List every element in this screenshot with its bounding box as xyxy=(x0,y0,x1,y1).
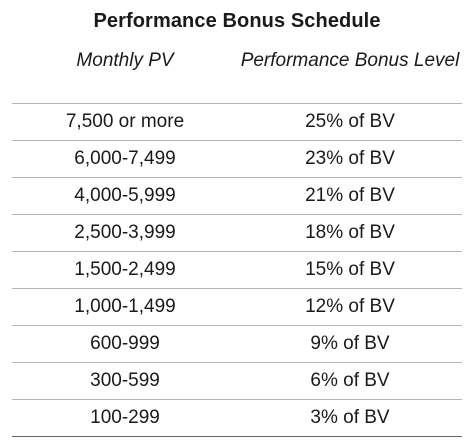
table-row: 2,500-3,999 18% of BV xyxy=(12,215,462,252)
bonus-level-cell: 21% of BV xyxy=(305,185,395,206)
table-row: 300-599 6% of BV xyxy=(12,363,462,400)
monthly-pv-cell: 100-299 xyxy=(90,407,160,428)
monthly-pv-cell: 300-599 xyxy=(90,370,160,391)
table-row: 6,000-7,499 23% of BV xyxy=(12,141,462,178)
column-header-monthly-pv: Monthly PV xyxy=(76,50,174,71)
bonus-level-cell: 6% of BV xyxy=(310,370,390,391)
monthly-pv-cell: 1,000-1,499 xyxy=(74,296,176,317)
monthly-pv-cell: 7,500 or more xyxy=(65,111,185,132)
bonus-level-cell: 9% of BV xyxy=(310,333,390,354)
bonus-level-cell: 12% of BV xyxy=(305,296,395,317)
monthly-pv-cell: 1,500-2,499 xyxy=(74,259,176,280)
table-body: 7,500 or more 25% of BV 6,000-7,499 23% … xyxy=(12,103,462,437)
table-title: Performance Bonus Schedule xyxy=(93,10,381,32)
monthly-pv-cell: 2,500-3,999 xyxy=(74,222,176,243)
bonus-level-cell: 18% of BV xyxy=(305,222,395,243)
table-row: 100-299 3% of BV xyxy=(12,400,462,437)
bonus-level-cell: 15% of BV xyxy=(305,259,395,280)
table-row: 4,000-5,999 21% of BV xyxy=(12,178,462,215)
table-row: 600-999 9% of BV xyxy=(12,326,462,363)
bonus-level-cell: 3% of BV xyxy=(310,407,390,428)
table-row: 1,500-2,499 15% of BV xyxy=(12,252,462,289)
column-header-performance-bonus-level: Performance Bonus Level xyxy=(240,50,460,71)
monthly-pv-cell: 4,000-5,999 xyxy=(74,185,176,206)
bonus-level-cell: 23% of BV xyxy=(305,148,395,169)
monthly-pv-cell: 6,000-7,499 xyxy=(74,148,176,169)
monthly-pv-cell: 600-999 xyxy=(90,333,160,354)
table-row: 1,000-1,499 12% of BV xyxy=(12,289,462,326)
bonus-level-cell: 25% of BV xyxy=(305,111,395,132)
table-row: 7,500 or more 25% of BV xyxy=(12,104,462,141)
